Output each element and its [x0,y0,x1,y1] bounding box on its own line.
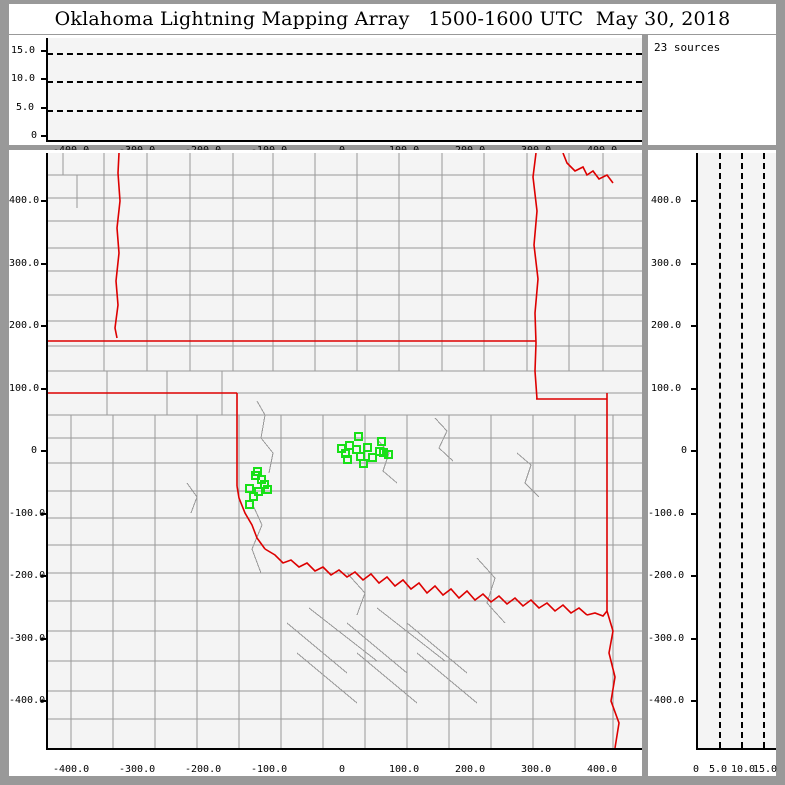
tick-right-y-100 [691,388,697,390]
tick-right-y-0 [691,450,697,452]
ticklabel-y-5: 5.0 [16,102,35,113]
ticklabel-map-x-0: 0 [339,764,346,775]
page-title: Oklahoma Lightning Mapping Array 1500-16… [54,8,731,30]
tick-map-y-100 [41,388,47,390]
tick-right-y-200 [691,325,697,327]
ticklabel-map-y--300: -300.0 [9,633,46,644]
altitude-vs-east-panel[interactable]: 15.0 10.0 5.0 0 [9,35,642,145]
ticklabel-map-y-200: 200.0 [9,320,40,331]
source-marker [379,447,389,457]
ticklabel-map-y-300: 300.0 [9,258,40,269]
tick-y-5 [41,107,47,109]
tick-map-y--300 [41,638,47,640]
tick-map-y-400 [41,200,47,202]
ticklabel-right-y--400: -400.0 [648,695,685,706]
tick-y-10 [41,78,47,80]
gridline-y-10 [47,81,642,84]
source-marker [244,484,254,494]
tick-y-15 [41,50,47,52]
source-marker [368,452,378,462]
altitude-vs-east-plot-area[interactable] [47,38,642,140]
tick-y-0 [41,135,47,137]
tick-map-y-0 [41,450,47,452]
ticklabel-right-x-5: 5.0 [709,764,728,775]
source-marker [355,451,365,461]
right-panel-x-axis [696,748,776,750]
tick-right-y--400 [691,700,697,702]
tick-map-y-200 [41,325,47,327]
tick-map-y--100 [41,513,47,515]
ticklabel-right-y-0: 0 [681,445,688,456]
gridline-y-5 [47,109,642,112]
ticklabel-right-y-100: 100.0 [651,383,682,394]
gridline-y-15 [47,53,642,55]
ticklabel-right-x-10: 10.0 [731,764,756,775]
source-marker [262,485,272,495]
tick-map-y--200 [41,575,47,577]
tick-right-y--100 [691,513,697,515]
gridline-x-10 [741,153,743,748]
source-marker [254,487,264,497]
title-bar: Oklahoma Lightning Mapping Array 1500-16… [9,4,776,34]
ticklabel-map-y--200: -200.0 [9,570,46,581]
ticklabel-right-y-300: 300.0 [651,258,682,269]
source-marker [376,437,386,447]
ticklabel-right-x-0: 0 [693,764,700,775]
map-y-axis [46,153,48,749]
top-panel-y-axis [46,38,48,141]
ticklabel-y-15: 15.0 [11,45,36,56]
ticklabel-map-x--200: -200.0 [185,764,222,775]
ticklabel-map-y-100: 100.0 [9,383,40,394]
source-count-panel: 23 sources [648,35,776,145]
ticklabel-map-y--400: -400.0 [9,695,46,706]
altitude-vs-north-plot-area[interactable] [697,153,776,748]
ticklabel-right-y--300: -300.0 [648,633,685,644]
ticklabel-right-y--200: -200.0 [648,570,685,581]
ticklabel-y-0: 0 [31,130,38,141]
ticklabel-right-x-15: 15.0 [753,764,778,775]
source-marker [363,443,373,453]
ticklabel-map-y--100: -100.0 [9,508,46,519]
plan-view-map-panel[interactable]: 400.0 300.0 200.0 100.0 0 -100.0 -200.0 … [9,150,642,776]
tick-right-y-300 [691,263,697,265]
tick-right-y--200 [691,575,697,577]
top-panel-x-axis [46,140,642,142]
right-panel-x-axis-labels: 0 5.0 10.0 15.0 [648,762,778,782]
source-marker [260,479,270,489]
tick-map-y-300 [41,263,47,265]
ticklabel-map-x-100: 100.0 [389,764,420,775]
source-marker [342,455,352,465]
source-marker [384,449,394,459]
plan-view-map-plot-area[interactable] [47,153,642,748]
source-marker [252,466,262,476]
right-panel-y-axis [696,153,698,749]
map-x-axis-labels: -400.0 -300.0 -200.0 -100.0 0 100.0 200.… [9,762,642,782]
altitude-vs-north-panel[interactable]: 400.0 300.0 200.0 100.0 0 -100.0 -200.0 … [648,150,776,776]
ticklabel-map-y-0: 0 [31,445,38,456]
ticklabel-right-y-400: 400.0 [651,195,682,206]
tick-right-y--300 [691,638,697,640]
ticklabel-map-y-400: 400.0 [9,195,40,206]
gridline-x-5 [719,153,721,748]
tick-right-y-400 [691,200,697,202]
ticklabel-map-x--100: -100.0 [251,764,288,775]
ticklabel-map-x--300: -300.0 [119,764,156,775]
source-marker [249,492,259,502]
ticklabel-right-y--100: -100.0 [648,508,685,519]
gridline-x-15 [763,153,765,748]
map-x-axis [46,748,642,750]
ticklabel-map-x--400: -400.0 [53,764,90,775]
tick-map-y--400 [41,700,47,702]
ticklabel-right-y-200: 200.0 [651,320,682,331]
ticklabel-y-10: 10.0 [11,73,36,84]
map-geography [47,153,642,748]
ticklabel-map-x-400: 400.0 [587,764,618,775]
source-marker [353,432,363,442]
ticklabel-map-x-200: 200.0 [455,764,486,775]
source-count-label: 23 sources [654,41,721,54]
ticklabel-map-x-300: 300.0 [521,764,552,775]
